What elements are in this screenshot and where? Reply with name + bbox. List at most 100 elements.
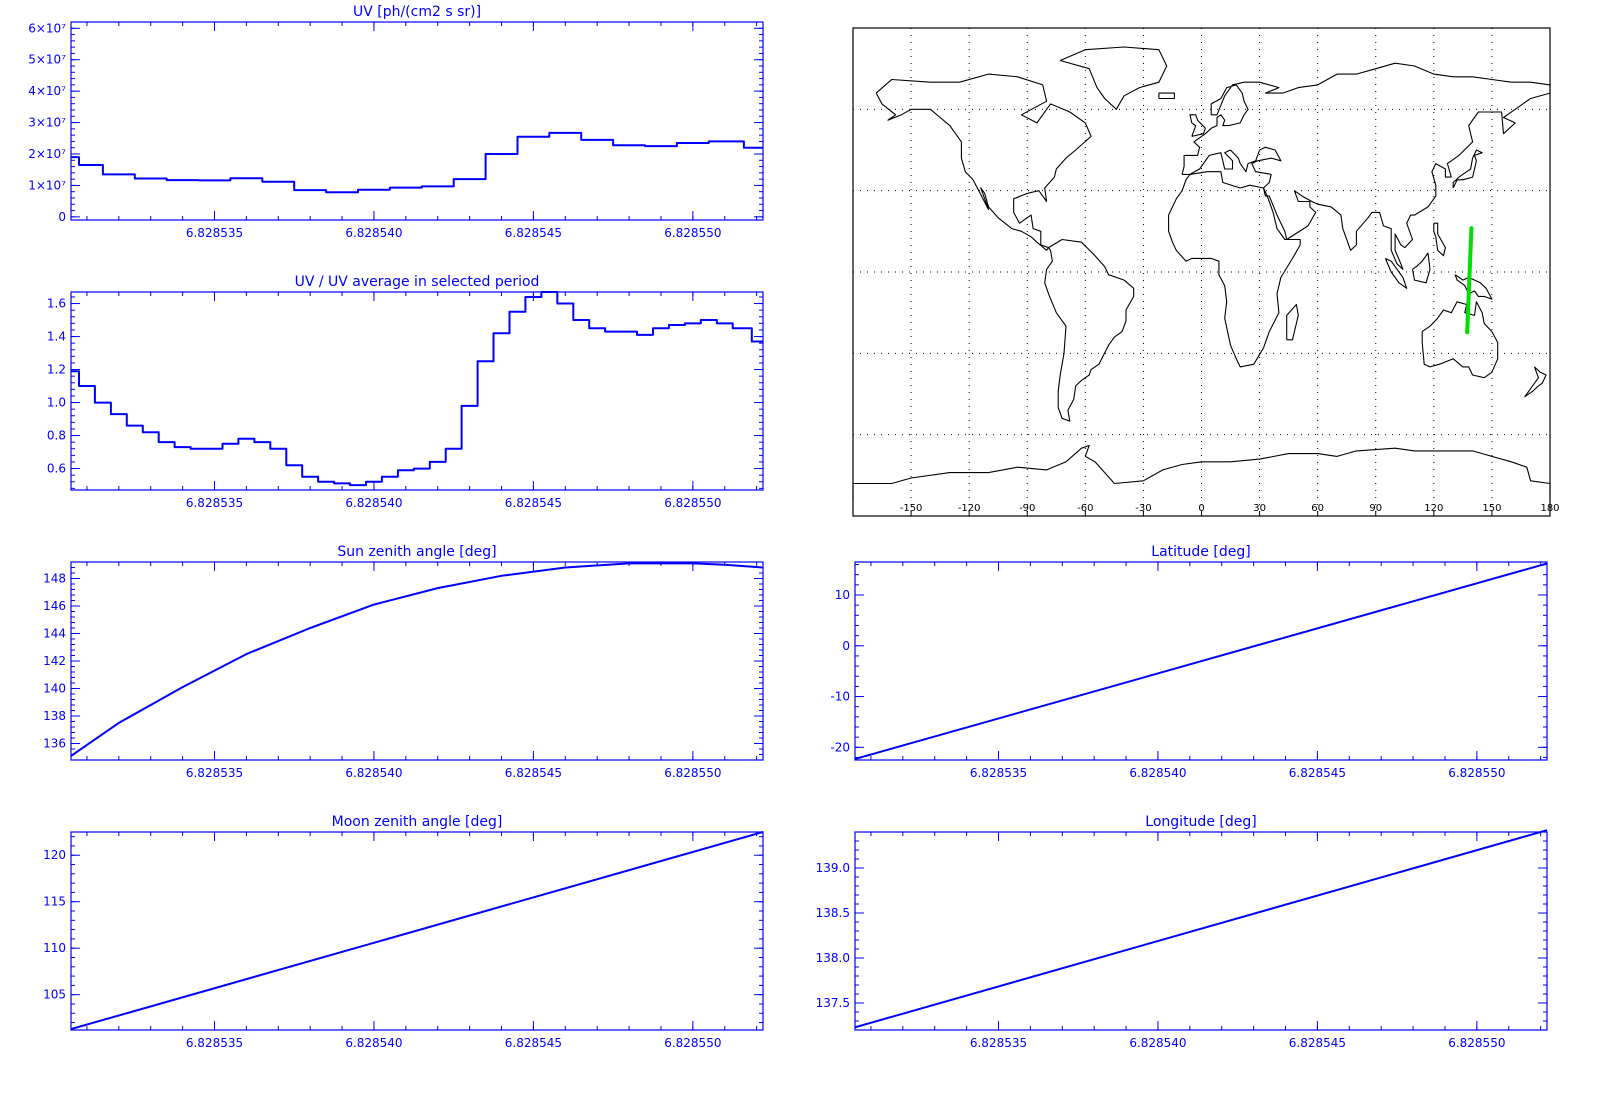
uv-ratio-panel: UV / UV average in selected period 6.8285…	[47, 274, 764, 510]
plot-frame	[70, 291, 764, 491]
chart-title: Sun zenith angle [deg]	[337, 544, 496, 560]
world-map-panel: -150 -120 -90 -60 -30 0 30 60 90 120 150 180	[852, 27, 1560, 517]
y-tick-label: 148	[43, 572, 66, 586]
chart-title: Longitude [deg]	[1145, 814, 1256, 830]
series-line	[854, 829, 1548, 1029]
coastline-africa	[1168, 171, 1301, 368]
map-lon-tick-label: 30	[1253, 503, 1266, 514]
y-tick-label: 0	[842, 639, 850, 653]
x-tick-label: 6.828540	[1129, 766, 1186, 780]
series-line	[71, 131, 763, 194]
coastline-madagascar	[1286, 303, 1299, 341]
x-tick-label: 6.828550	[1448, 1036, 1505, 1050]
y-tick-label: 0.8	[47, 429, 66, 443]
series-line	[71, 291, 763, 487]
chart-title: Latitude [deg]	[1151, 544, 1250, 560]
y-tick-label: -10	[830, 690, 850, 704]
y-tick-label: 144	[43, 627, 66, 641]
y-tick-label: 137.5	[816, 996, 850, 1010]
x-tick-label: 6.828540	[345, 1036, 402, 1050]
x-tick-label: 6.828550	[664, 1036, 721, 1050]
map-frame	[852, 27, 1551, 517]
map-lon-tick-label: -150	[900, 503, 923, 514]
map-lon-tick-label: 150	[1482, 503, 1501, 514]
y-tick-label: 140	[43, 682, 66, 696]
map-lon-tick-label: 180	[1540, 503, 1559, 514]
uv-panel: UV [ph/(cm2 s sr)] 6.828535 6.828540 6.8285…	[28, 4, 764, 240]
y-tick-label: 5×10⁷	[28, 53, 66, 67]
x-tick-label: 6.828545	[505, 496, 562, 510]
y-tick-label: 3×10⁷	[28, 116, 66, 130]
chart-title: UV / UV average in selected period	[295, 274, 540, 290]
map-lon-tick-label: -120	[958, 503, 981, 514]
y-tick-label: 115	[43, 895, 66, 909]
coastline-sumatra	[1384, 257, 1408, 289]
coastline-south-america	[1044, 238, 1135, 422]
x-tick-label: 6.828540	[345, 226, 402, 240]
coastline-antarctica	[852, 444, 1551, 500]
x-tick-label: 6.828540	[345, 766, 402, 780]
y-tick-label: 1×10⁷	[28, 178, 66, 192]
x-tick-label: 6.828550	[664, 496, 721, 510]
map-lon-tick-label: 60	[1311, 503, 1324, 514]
y-tick-label: 10	[835, 588, 850, 602]
coastline-australia	[1421, 301, 1499, 379]
map-lon-tick-label: 120	[1424, 503, 1443, 514]
y-tick-label: 136	[43, 737, 66, 751]
x-tick-label: 6.828550	[664, 226, 721, 240]
chart-title: UV [ph/(cm2 s sr)]	[353, 4, 481, 20]
chart-title: Moon zenith angle [deg]	[332, 814, 503, 830]
y-tick-label: 0.6	[47, 462, 66, 476]
y-tick-label: 138	[43, 709, 66, 723]
x-tick-label: 6.828545	[505, 1036, 562, 1050]
series-line	[854, 562, 1548, 760]
plot-frame	[70, 561, 764, 761]
map-lon-tick-label: -60	[1077, 503, 1093, 514]
y-tick-label: 6×10⁷	[28, 21, 66, 35]
y-tick-label: 110	[43, 941, 66, 955]
map-lon-tick-label: 90	[1369, 503, 1382, 514]
y-tick-label: 2×10⁷	[28, 147, 66, 161]
coastline-japan	[1452, 149, 1483, 189]
sun-zenith-panel: Sun zenith angle [deg] 6.828535 6.828540 6.…	[43, 544, 764, 780]
plot-frame	[854, 561, 1548, 761]
coastline-iceland	[1158, 92, 1175, 100]
satellite-track	[1465, 226, 1474, 335]
x-tick-label: 6.828545	[1289, 1036, 1346, 1050]
coastline-greenland	[1059, 46, 1168, 110]
coastline-indonesia-borneo	[1411, 252, 1431, 284]
x-tick-label: 6.828545	[1289, 766, 1346, 780]
plot-frame	[70, 831, 764, 1031]
moon-zenith-panel: Moon zenith angle [deg] 6.828535 6.828540 6…	[43, 814, 764, 1050]
longitude-panel: Longitude [deg] 6.828535 6.828540 6.828545 6…	[816, 814, 1548, 1050]
y-tick-label: 138.0	[816, 951, 850, 965]
map-lon-tick-label: -30	[1135, 503, 1151, 514]
map-lon-tick-label: -90	[1019, 503, 1035, 514]
x-tick-label: 6.828545	[505, 766, 562, 780]
y-tick-label: 4×10⁷	[28, 84, 66, 98]
y-tick-label: -20	[830, 740, 850, 754]
x-tick-label: 6.828545	[505, 226, 562, 240]
x-tick-label: 6.828535	[186, 226, 243, 240]
x-tick-label: 6.828540	[1129, 1036, 1186, 1050]
coastline-philippines	[1433, 222, 1446, 257]
x-tick-label: 6.828535	[186, 1036, 243, 1050]
series-line	[70, 831, 764, 1031]
y-tick-label: 1.2	[47, 363, 66, 377]
coastline-new-zealand	[1524, 366, 1547, 398]
x-tick-label: 6.828550	[664, 766, 721, 780]
y-tick-label: 120	[43, 848, 66, 862]
y-tick-label: 0	[58, 210, 66, 224]
x-tick-label: 6.828550	[1448, 766, 1505, 780]
map-lon-tick-label: 0	[1198, 503, 1204, 514]
plot-frame	[854, 831, 1548, 1031]
y-tick-label: 138.5	[816, 906, 850, 920]
y-tick-label: 139.0	[816, 861, 850, 875]
x-tick-label: 6.828535	[186, 496, 243, 510]
x-tick-label: 6.828535	[186, 766, 243, 780]
y-tick-label: 105	[43, 988, 66, 1002]
y-tick-label: 1.0	[47, 396, 66, 410]
x-tick-label: 6.828535	[970, 1036, 1027, 1050]
latitude-panel: Latitude [deg] 6.828535 6.828540 6.828545 6.…	[830, 544, 1548, 780]
